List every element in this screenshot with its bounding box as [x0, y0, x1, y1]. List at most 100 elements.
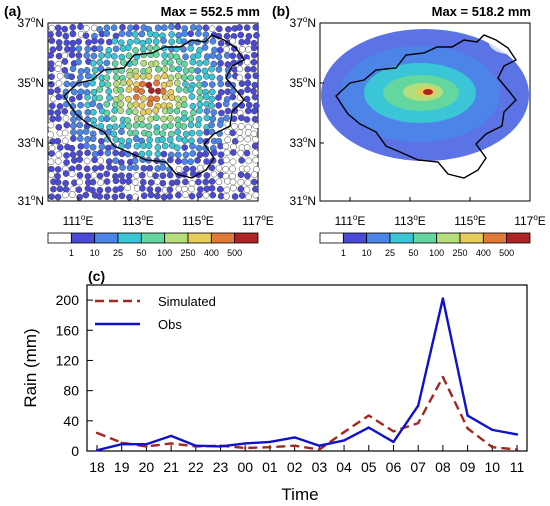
station-dot: [175, 135, 183, 142]
station-dot: [147, 115, 154, 123]
colorbar-label: 100: [157, 248, 172, 258]
station-dot: [202, 59, 210, 66]
station-dot: [69, 151, 77, 159]
degree-mark: o: [31, 193, 36, 202]
data-point: [367, 426, 370, 429]
station-dot: [132, 101, 140, 108]
lon-tick-label: 115oE: [182, 213, 214, 228]
station-dot: [75, 186, 83, 193]
data-point: [268, 440, 272, 444]
station-dot: [61, 25, 69, 33]
station-dot: [195, 74, 203, 82]
station-dot: [48, 102, 56, 110]
station-dot: [63, 152, 70, 159]
data-point: [416, 404, 420, 407]
station-dot: [124, 142, 132, 150]
station-dot: [159, 130, 167, 137]
station-dot: [250, 65, 257, 73]
station-dot: [244, 65, 252, 73]
station-dot: [62, 170, 70, 177]
station-dot: [250, 87, 257, 95]
station-dot: [167, 130, 175, 138]
station-dot: [238, 38, 246, 46]
station-dot: [146, 44, 154, 52]
hemisphere-letter: N: [307, 76, 316, 90]
station-dot: [168, 31, 176, 38]
degree-mark: o: [141, 213, 146, 222]
station-dot: [138, 102, 146, 109]
station-dot: [217, 59, 224, 67]
station-dot: [194, 52, 202, 59]
colorbar-swatch: [506, 232, 531, 244]
station-dot: [48, 73, 55, 81]
station-dot: [125, 86, 133, 93]
station-dot: [54, 24, 62, 32]
data-point: [466, 427, 469, 430]
station-dot: [124, 117, 131, 124]
station-dot: [96, 172, 104, 180]
station-dot: [189, 150, 197, 157]
station-dot: [132, 73, 140, 80]
x-tick-label: 01: [262, 459, 278, 475]
lon-tick-label: 113oE: [394, 213, 426, 228]
station-dot: [166, 80, 173, 88]
data-point: [342, 430, 346, 434]
station-dot: [159, 87, 167, 95]
station-dot: [195, 116, 203, 123]
station-dot: [243, 186, 251, 194]
station-dot: [47, 158, 55, 166]
hemisphere-letter: E: [418, 214, 426, 228]
station-dot: [76, 156, 84, 163]
station-dot: [175, 166, 183, 173]
station-dot: [208, 65, 215, 73]
station-dot: [89, 178, 97, 186]
station-dot: [75, 38, 83, 45]
colorbar-swatch: [366, 232, 391, 244]
station-dot: [146, 186, 154, 193]
station-dot: [243, 165, 251, 173]
station-dot: [224, 61, 232, 68]
chart-series: [95, 297, 519, 452]
station-dot: [229, 129, 236, 137]
station-dot: [236, 65, 244, 73]
lon-tick-label: 115oE: [454, 213, 486, 228]
station-dot: [229, 178, 237, 186]
station-dot: [112, 45, 120, 53]
station-dot: [139, 185, 146, 192]
station-dot: [77, 101, 84, 109]
station-dot: [68, 144, 76, 152]
station-dot: [90, 24, 98, 32]
station-dot: [236, 129, 243, 136]
station-dot: [168, 94, 176, 102]
colorbar-label: 10: [362, 248, 372, 258]
station-dot: [183, 165, 190, 173]
station-dot: [96, 186, 104, 194]
hemisphere-letter: E: [206, 214, 214, 228]
station-dot: [85, 39, 92, 46]
station-dot: [75, 45, 83, 53]
station-dot: [189, 142, 196, 150]
station-dot: [83, 67, 91, 74]
degree-mark: o: [31, 135, 36, 144]
station-dot: [48, 171, 55, 179]
station-dot: [103, 74, 111, 82]
lat-tick-label: 37oN: [18, 15, 44, 30]
station-dot: [139, 45, 147, 53]
lon-tick-label: 117oE: [242, 213, 274, 228]
station-dot: [202, 31, 210, 38]
station-dot: [118, 172, 125, 179]
degree-mark: o: [533, 213, 538, 222]
colorbar-swatch: [164, 232, 189, 244]
station-dot: [187, 121, 195, 129]
station-dot: [145, 150, 153, 157]
colorbar-swatch: [389, 232, 414, 244]
station-dot: [181, 137, 189, 144]
station-dot: [196, 94, 204, 102]
x-axis-ticks: 18 19 20 21 22 23 00 01 02 03 04 05 06 07 08 09 10 11: [89, 445, 524, 475]
station-dot: [132, 164, 140, 171]
station-dot: [91, 37, 98, 45]
station-dot: [245, 46, 252, 53]
station-dot: [236, 135, 244, 143]
station-dot: [126, 79, 133, 87]
degree-mark: o: [31, 15, 36, 24]
